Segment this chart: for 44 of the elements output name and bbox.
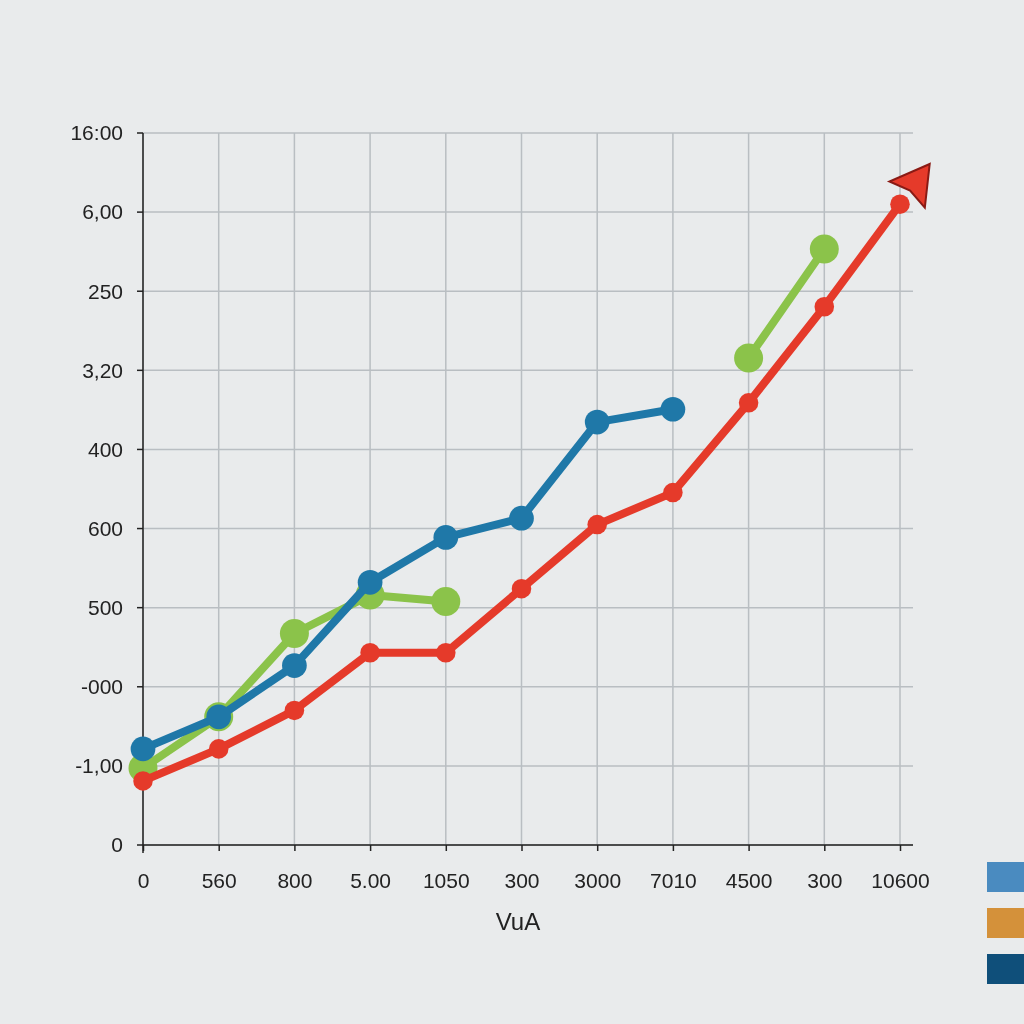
text: -1,00 [75, 754, 123, 778]
text: 250 [87, 279, 123, 303]
point [663, 482, 683, 503]
point [130, 736, 156, 762]
point [431, 587, 461, 616]
x-tick-label: 560 [201, 868, 237, 892]
x-tick-label: 7010 [650, 868, 697, 892]
x-tick-label: 300 [504, 868, 540, 892]
point [584, 409, 610, 435]
x-tick-label: 800 [277, 868, 313, 892]
point [509, 505, 534, 531]
x-tick-label: 5.00 [350, 868, 392, 892]
point [511, 578, 532, 599]
point [433, 525, 459, 550]
point [279, 619, 309, 648]
text: 16:00 [70, 121, 123, 145]
point [282, 653, 307, 678]
point [133, 771, 153, 791]
point [738, 393, 759, 413]
text: 6,00 [82, 200, 123, 224]
point [360, 643, 380, 663]
point [357, 569, 383, 595]
point [587, 514, 607, 535]
point [208, 739, 229, 759]
point [436, 643, 456, 663]
text: 0 [111, 833, 123, 857]
x-axis-title: VuA [495, 908, 541, 935]
x-tick-label: 3000 [574, 868, 622, 892]
point [809, 234, 839, 264]
x-tick-label: 4500 [725, 868, 773, 892]
text: 500 [87, 596, 123, 620]
point [814, 296, 835, 317]
point [660, 396, 686, 422]
point [284, 700, 305, 721]
text: 3,20 [82, 358, 123, 382]
x-tick-label: 10600 [871, 868, 930, 892]
x-tick-label: 300 [807, 868, 843, 892]
text: 600 [87, 516, 123, 540]
point [734, 343, 764, 373]
text: 400 [87, 437, 123, 461]
text: -000 [80, 675, 123, 699]
x-tick-label: 1050 [422, 868, 470, 892]
x-tick-label: 0 [137, 868, 150, 892]
point [890, 194, 910, 214]
